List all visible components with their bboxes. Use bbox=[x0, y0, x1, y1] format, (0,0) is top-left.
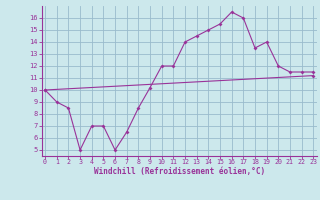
X-axis label: Windchill (Refroidissement éolien,°C): Windchill (Refroidissement éolien,°C) bbox=[94, 167, 265, 176]
